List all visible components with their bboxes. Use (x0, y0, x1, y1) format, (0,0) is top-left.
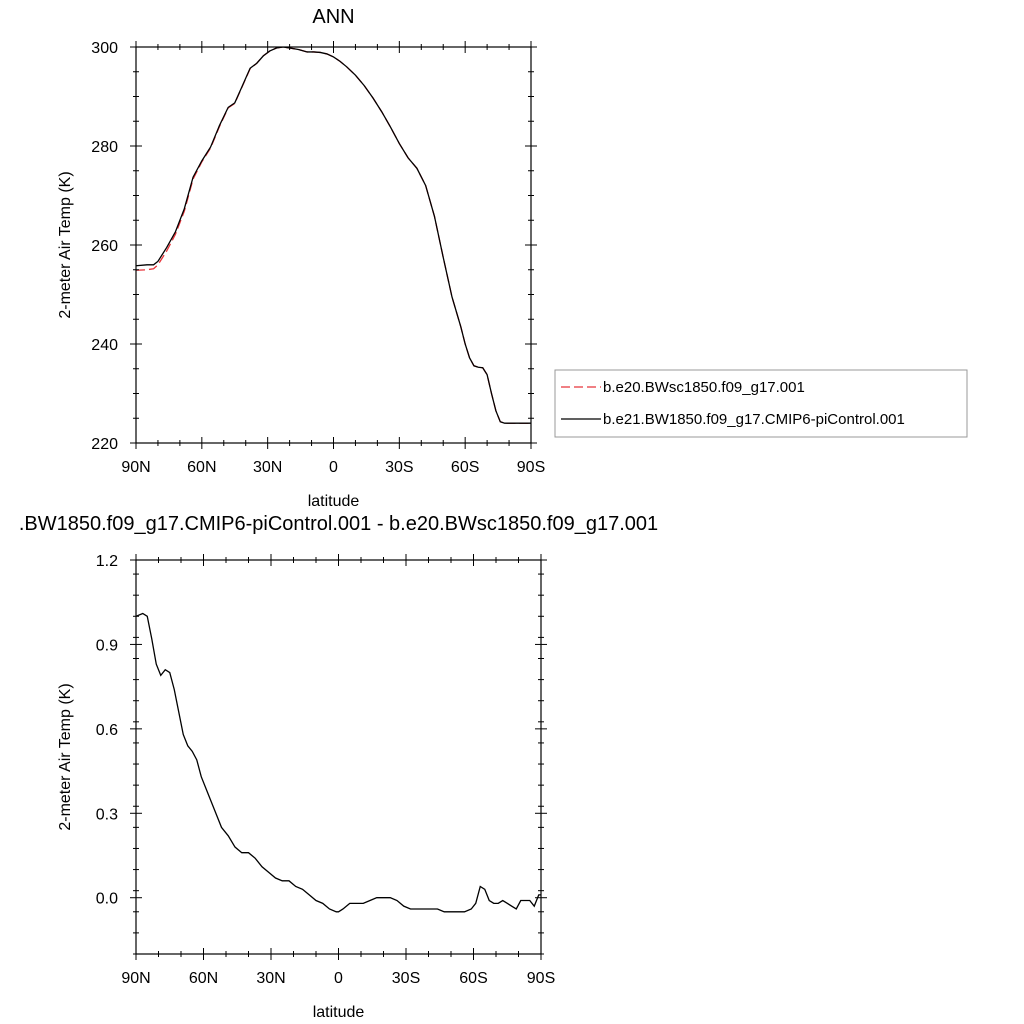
legend-label-0: b.e20.BWsc1850.f09_g17.001 (603, 379, 805, 396)
legend-box (554, 369, 968, 438)
x-axis-label: latitude (308, 493, 360, 510)
series-line-0 (136, 47, 531, 424)
x-tick-label: 0 (334, 970, 343, 987)
y-tick-label: 280 (91, 139, 118, 156)
y-axis-label: 2-meter Air Temp (K) (57, 683, 74, 830)
x-tick-label: 90S (517, 459, 545, 476)
x-tick-label: 60S (451, 459, 479, 476)
x-tick-label: 60N (189, 970, 218, 987)
series-line-0 (136, 612, 541, 913)
y-tick-label: 0.0 (96, 891, 118, 908)
x-axis-label: latitude (313, 1004, 365, 1021)
x-tick-label: 30N (256, 970, 285, 987)
series-line-1 (136, 47, 531, 424)
chart-title: ANN (312, 6, 354, 28)
plot-frame (135, 46, 532, 444)
y-axis-label: 2-meter Air Temp (K) (57, 171, 74, 318)
y-tick-label: 260 (91, 238, 118, 255)
y-tick-label: 0.3 (96, 806, 118, 823)
y-tick-label: 0.9 (96, 637, 118, 654)
x-tick-label: 60S (459, 970, 487, 987)
chart-title: .BW1850.f09_g17.CMIP6-piControl.001 - b.… (19, 513, 658, 535)
x-tick-label: 30N (253, 459, 282, 476)
bottom-plot: .BW1850.f09_g17.CMIP6-piControl.001 - b.… (19, 513, 658, 1021)
x-tick-label: 90N (121, 459, 150, 476)
legend: b.e20.BWsc1850.f09_g17.001 b.e21.BW1850.f… (554, 369, 968, 438)
y-tick-label: 240 (91, 337, 118, 354)
top-plot: ANN 220 240 260 280 300 90N 60N 30N 0 30S 60S 90S lat… (57, 6, 968, 510)
y-tick-label: 220 (91, 436, 118, 453)
x-tick-label: 30S (385, 459, 413, 476)
legend-label-1: b.e21.BW1850.f09_g17.CMIP6-piControl.001 (603, 411, 905, 428)
y-tick-label: 0.6 (96, 722, 118, 739)
plot-frame (135, 559, 542, 955)
y-tick-label: 1.2 (96, 553, 118, 570)
x-tick-label: 60N (187, 459, 216, 476)
y-tick-label: 300 (91, 40, 118, 57)
x-tick-label: 30S (392, 970, 420, 987)
x-tick-label: 90N (121, 970, 150, 987)
x-tick-label: 90S (527, 970, 555, 987)
x-tick-label: 0 (329, 459, 338, 476)
